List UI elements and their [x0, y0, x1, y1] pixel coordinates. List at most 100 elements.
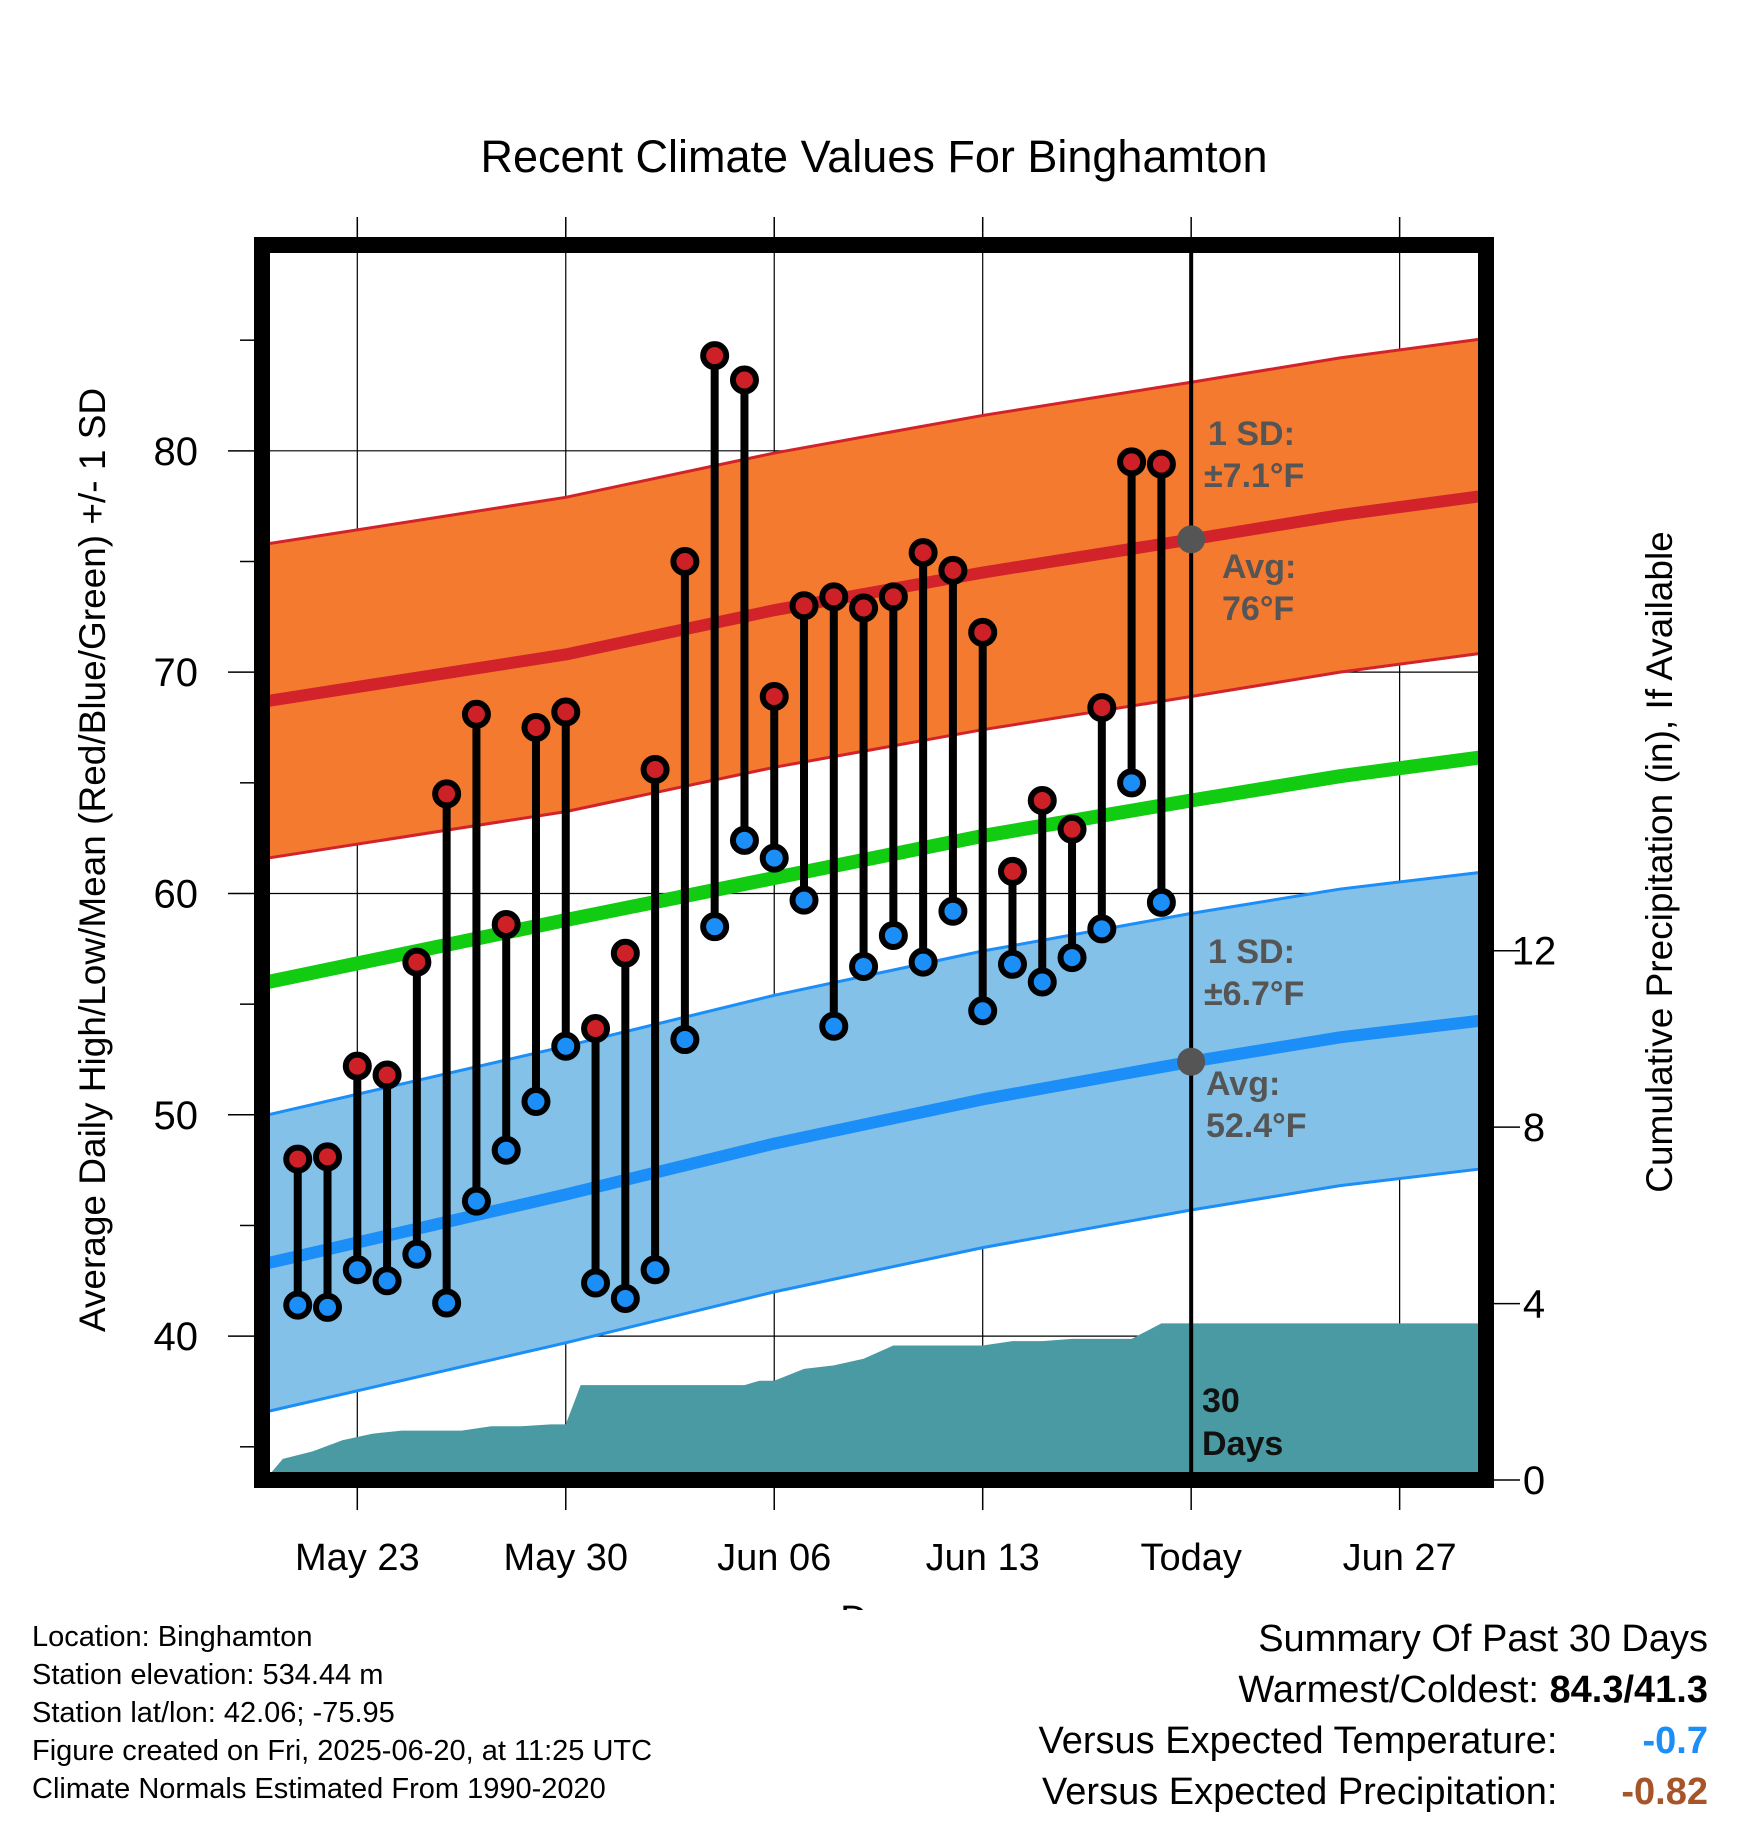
- window-days-number: 30: [1202, 1382, 1240, 1420]
- daily-low-point: [849, 952, 879, 982]
- precip-value: -0.82: [1621, 1771, 1708, 1813]
- daily-high-point: [432, 779, 462, 809]
- high-avg-value: 76°F: [1222, 590, 1294, 628]
- y-axis-label-right: Cumulative Precipitation (in), If Availa…: [1639, 531, 1680, 1193]
- x-tick-label: Jun 13: [926, 1537, 1040, 1579]
- daily-low-point: [610, 1284, 640, 1314]
- temp-value: -0.7: [1642, 1720, 1708, 1762]
- daily-low-point: [968, 996, 998, 1026]
- summary-heading: Summary Of Past 30 Days: [1258, 1618, 1708, 1660]
- daily-high-point: [849, 593, 879, 623]
- daily-low-point: [1057, 943, 1087, 973]
- daily-low-point: [908, 947, 938, 977]
- low-avg-value: 52.4°F: [1206, 1107, 1307, 1145]
- daily-low-point: [432, 1288, 462, 1318]
- y-tick-label-left: 50: [154, 1094, 199, 1138]
- low-sd-value: ±6.7°F: [1204, 975, 1304, 1013]
- daily-low-point: [1146, 887, 1176, 917]
- y-tick-label-left: 60: [154, 872, 199, 916]
- daily-high-point: [1087, 693, 1117, 723]
- daily-high-point: [938, 555, 968, 585]
- y-tick-label-right: 4: [1523, 1283, 1545, 1327]
- y-tick-label-right: 8: [1523, 1106, 1545, 1150]
- plot-frame: [254, 237, 1494, 1488]
- normal-high-line: [267, 489, 1490, 707]
- daily-low-point: [819, 1011, 849, 1041]
- daily-low-point: [491, 1135, 521, 1165]
- daily-low-point: [581, 1268, 611, 1298]
- daily-high-point: [610, 938, 640, 968]
- elevation-text: Station elevation: 534.44 m: [32, 1659, 384, 1691]
- normal-high-band: [267, 337, 1489, 859]
- daily-high-point: [759, 682, 789, 712]
- summary-temp-row: Versus Expected Temperature: -0.7: [1039, 1716, 1708, 1767]
- chart-title: Recent Climate Values For Binghamton: [480, 131, 1267, 182]
- y-tick-label-left: 70: [154, 651, 199, 695]
- daily-low-point: [1027, 967, 1057, 997]
- daily-low-point: [729, 825, 759, 855]
- today-high-avg-marker: [1177, 525, 1206, 554]
- daily-low-point: [640, 1255, 670, 1285]
- daily-high-point: [372, 1060, 402, 1090]
- daily-low-point: [759, 843, 789, 873]
- daily-high-point: [283, 1144, 313, 1174]
- window-days-label: Days: [1202, 1425, 1283, 1463]
- daily-high-point: [819, 582, 849, 612]
- daily-high-point: [581, 1013, 611, 1043]
- daily-high-point: [670, 546, 700, 576]
- summary-warmest-row: Warmest/Coldest: 84.3/41.3: [1039, 1665, 1708, 1716]
- temp-label: Versus Expected Temperature:: [1038, 1720, 1558, 1762]
- daily-low-point: [372, 1266, 402, 1296]
- location-text: Location: Binghamton: [32, 1621, 313, 1653]
- daily-high-point: [968, 617, 998, 647]
- x-tick-label: May 30: [503, 1537, 628, 1579]
- daily-high-point: [491, 909, 521, 939]
- daily-low-point: [342, 1255, 372, 1285]
- x-tick-label: Today: [1140, 1537, 1241, 1579]
- y-tick-label-left: 80: [154, 430, 199, 474]
- daily-low-point: [402, 1239, 432, 1269]
- x-tick-label: Jun 06: [717, 1537, 831, 1579]
- daily-high-point: [640, 755, 670, 785]
- daily-low-point: [551, 1031, 581, 1061]
- y-tick-label-right: 0: [1523, 1459, 1545, 1503]
- daily-high-point: [908, 538, 938, 568]
- latlon-text: Station lat/lon: 42.06; -75.95: [32, 1697, 395, 1729]
- daily-low-point: [938, 896, 968, 926]
- daily-low-point: [997, 949, 1027, 979]
- daily-high-point: [729, 365, 759, 395]
- daily-low-point: [789, 885, 819, 915]
- daily-high-point: [551, 697, 581, 727]
- daily-high-point: [1027, 786, 1057, 816]
- daily-low-point: [283, 1290, 313, 1320]
- x-axis-label: Day: [840, 1599, 908, 1610]
- daily-high-point: [1146, 449, 1176, 479]
- normal-low-band: [267, 871, 1489, 1412]
- daily-high-point: [789, 591, 819, 621]
- daily-high-point: [997, 856, 1027, 886]
- daily-low-point: [461, 1186, 491, 1216]
- normal-low-line: [266, 1013, 1490, 1269]
- daily-high-point: [878, 582, 908, 612]
- warmest-value: 84.3/41.3: [1549, 1669, 1708, 1711]
- precipitation-area: [264, 1323, 1487, 1480]
- daily-high-point: [461, 699, 491, 729]
- daily-high-point: [342, 1051, 372, 1081]
- daily-high-point: [1057, 814, 1087, 844]
- daily-high-point: [313, 1142, 343, 1172]
- y-tick-label-left: 40: [154, 1315, 199, 1359]
- high-sd-value: ±7.1°F: [1204, 457, 1304, 495]
- station-metadata: Location: Binghamton Station elevation: …: [32, 1618, 652, 1808]
- normal-low-band-lower-edge: [267, 1166, 1490, 1413]
- daily-low-point: [670, 1025, 700, 1055]
- daily-low-point: [700, 912, 730, 942]
- daily-high-point: [700, 341, 730, 371]
- daily-low-point: [878, 921, 908, 951]
- daily-low-point: [521, 1087, 551, 1117]
- warmest-label: Warmest/Coldest:: [1238, 1669, 1539, 1711]
- summary-panel: Summary Of Past 30 Days Warmest/Coldest:…: [1039, 1614, 1708, 1818]
- x-tick-label: May 23: [295, 1537, 420, 1579]
- high-avg-label: Avg:: [1222, 548, 1296, 586]
- daily-low-point: [1117, 768, 1147, 798]
- high-sd-label: 1 SD:: [1208, 415, 1295, 453]
